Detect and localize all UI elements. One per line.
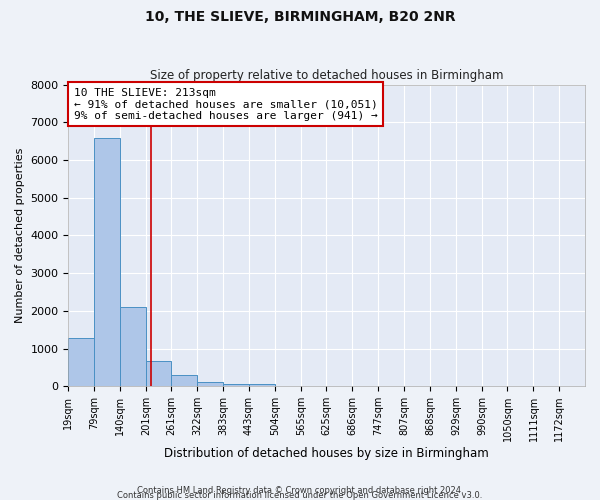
Y-axis label: Number of detached properties: Number of detached properties (15, 148, 25, 323)
Bar (146, 360, 172, 386)
Title: Size of property relative to detached houses in Birmingham: Size of property relative to detached ho… (150, 69, 503, 82)
Bar (249, 384, 275, 386)
Bar (223, 384, 249, 386)
Text: 10 THE SLIEVE: 213sqm
← 91% of detached houses are smaller (10,051)
9% of semi-d: 10 THE SLIEVE: 213sqm ← 91% of detached … (74, 88, 377, 121)
Bar (94, 138, 120, 386)
Bar (197, 382, 223, 386)
Bar (68, 338, 94, 386)
X-axis label: Distribution of detached houses by size in Birmingham: Distribution of detached houses by size … (164, 447, 489, 460)
Text: 10, THE SLIEVE, BIRMINGHAM, B20 2NR: 10, THE SLIEVE, BIRMINGHAM, B20 2NR (145, 10, 455, 24)
Text: Contains HM Land Registry data © Crown copyright and database right 2024.: Contains HM Land Registry data © Crown c… (137, 486, 463, 495)
Bar (172, 375, 197, 386)
Text: Contains public sector information licensed under the Open Government Licence v3: Contains public sector information licen… (118, 491, 482, 500)
Bar (120, 308, 146, 386)
